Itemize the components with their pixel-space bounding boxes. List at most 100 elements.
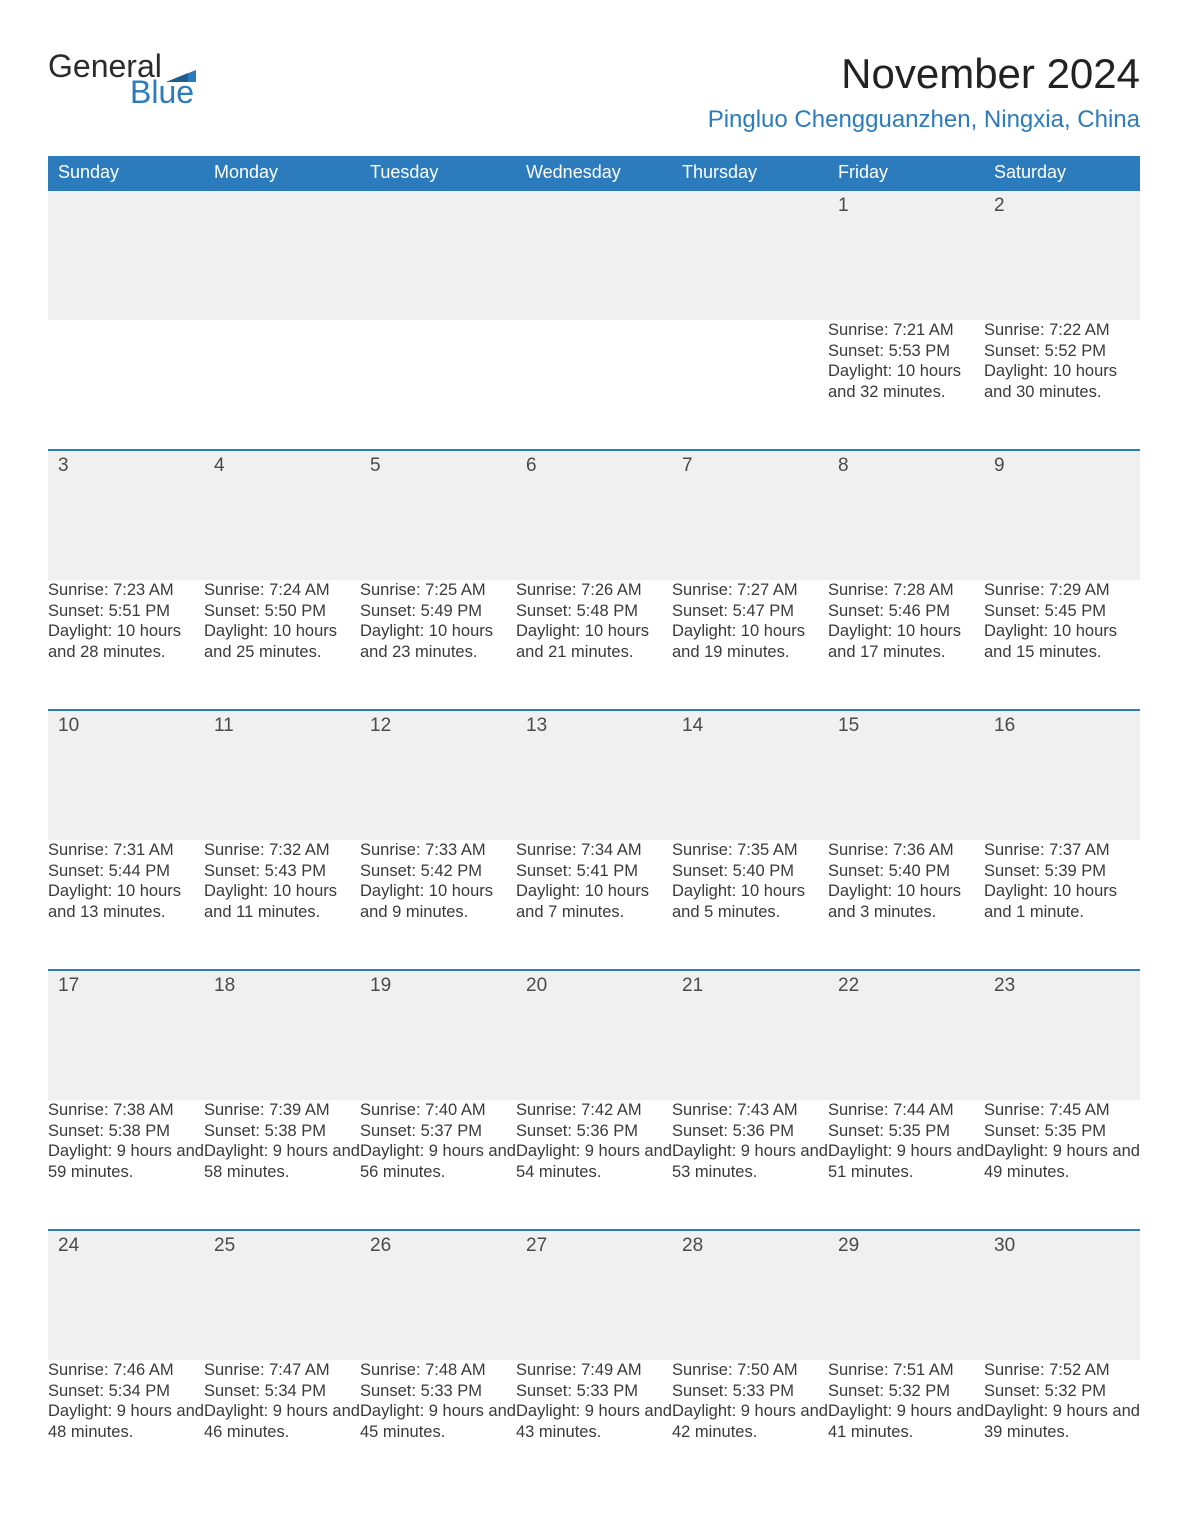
- day-detail: Sunrise: 7:33 AMSunset: 5:42 PMDaylight:…: [360, 840, 516, 923]
- day-number-cell: 24: [48, 1230, 204, 1360]
- day-detail-cell: Sunrise: 7:27 AMSunset: 5:47 PMDaylight:…: [672, 580, 828, 710]
- sunrise-label: Sunrise:: [48, 581, 109, 599]
- sunset-line: Sunset: 5:38 PM: [48, 1121, 204, 1142]
- daynum-row: 12: [48, 190, 1140, 320]
- sunrise-label: Sunrise:: [984, 841, 1045, 859]
- sunset-value: 5:47 PM: [733, 602, 794, 620]
- daylight-line: Daylight: 10 hours and 15 minutes.: [984, 621, 1140, 662]
- sunset-line: Sunset: 5:35 PM: [828, 1121, 984, 1142]
- sunset-label: Sunset:: [672, 602, 728, 620]
- sunrise-line: Sunrise: 7:38 AM: [48, 1100, 204, 1121]
- daylight-label: Daylight:: [204, 882, 268, 900]
- sunset-value: 5:42 PM: [421, 862, 482, 880]
- day-number-cell: 5: [360, 450, 516, 580]
- sunset-line: Sunset: 5:44 PM: [48, 861, 204, 882]
- day-number-cell: [672, 190, 828, 320]
- sunset-label: Sunset:: [360, 1122, 416, 1140]
- sunrise-value: 7:23 AM: [113, 581, 174, 599]
- daylight-label: Daylight:: [48, 1142, 112, 1160]
- day-number-cell: 28: [672, 1230, 828, 1360]
- day-number: 3: [48, 451, 204, 481]
- sunrise-line: Sunrise: 7:37 AM: [984, 840, 1140, 861]
- day-number: 20: [516, 971, 672, 1001]
- sunrise-line: Sunrise: 7:51 AM: [828, 1360, 984, 1381]
- day-number: 14: [672, 711, 828, 741]
- sunrise-value: 7:22 AM: [1049, 321, 1110, 339]
- day-number-cell: 9: [984, 450, 1140, 580]
- sunset-line: Sunset: 5:41 PM: [516, 861, 672, 882]
- sunset-line: Sunset: 5:38 PM: [204, 1121, 360, 1142]
- day-number: [516, 191, 672, 219]
- day-detail-cell: Sunrise: 7:37 AMSunset: 5:39 PMDaylight:…: [984, 840, 1140, 970]
- sunrise-line: Sunrise: 7:35 AM: [672, 840, 828, 861]
- day-number: 21: [672, 971, 828, 1001]
- day-number: [204, 191, 360, 219]
- sunrise-label: Sunrise:: [516, 1101, 577, 1119]
- daylight-line: Daylight: 9 hours and 54 minutes.: [516, 1141, 672, 1182]
- day-number: 12: [360, 711, 516, 741]
- weekday-header: Sunday: [48, 156, 204, 190]
- day-detail-cell: Sunrise: 7:52 AMSunset: 5:32 PMDaylight:…: [984, 1360, 1140, 1490]
- calendar-body: 12Sunrise: 7:21 AMSunset: 5:53 PMDayligh…: [48, 190, 1140, 1490]
- day-detail-cell: Sunrise: 7:26 AMSunset: 5:48 PMDaylight:…: [516, 580, 672, 710]
- sunrise-value: 7:24 AM: [269, 581, 330, 599]
- daylight-line: Daylight: 9 hours and 39 minutes.: [984, 1401, 1140, 1442]
- sunrise-line: Sunrise: 7:50 AM: [672, 1360, 828, 1381]
- daylight-label: Daylight:: [828, 1142, 892, 1160]
- sunrise-value: 7:47 AM: [269, 1361, 330, 1379]
- sunrise-label: Sunrise:: [828, 1101, 889, 1119]
- sunset-label: Sunset:: [516, 1122, 572, 1140]
- sunrise-value: 7:26 AM: [581, 581, 642, 599]
- sunrise-line: Sunrise: 7:27 AM: [672, 580, 828, 601]
- calendar-table: Sunday Monday Tuesday Wednesday Thursday…: [48, 156, 1140, 1490]
- day-detail: Sunrise: 7:51 AMSunset: 5:32 PMDaylight:…: [828, 1360, 984, 1443]
- sunset-label: Sunset:: [672, 862, 728, 880]
- day-detail-cell: Sunrise: 7:47 AMSunset: 5:34 PMDaylight:…: [204, 1360, 360, 1490]
- sunset-line: Sunset: 5:47 PM: [672, 601, 828, 622]
- sunset-line: Sunset: 5:32 PM: [984, 1381, 1140, 1402]
- sunset-label: Sunset:: [828, 342, 884, 360]
- day-detail-cell: Sunrise: 7:34 AMSunset: 5:41 PMDaylight:…: [516, 840, 672, 970]
- daynum-row: 10111213141516: [48, 710, 1140, 840]
- day-detail: Sunrise: 7:24 AMSunset: 5:50 PMDaylight:…: [204, 580, 360, 663]
- sunrise-value: 7:45 AM: [1049, 1101, 1110, 1119]
- daylight-line: Daylight: 10 hours and 5 minutes.: [672, 881, 828, 922]
- weekday-header: Wednesday: [516, 156, 672, 190]
- sunset-line: Sunset: 5:49 PM: [360, 601, 516, 622]
- sunrise-value: 7:43 AM: [737, 1101, 798, 1119]
- sunrise-value: 7:52 AM: [1049, 1361, 1110, 1379]
- weekday-header: Saturday: [984, 156, 1140, 190]
- detail-row: Sunrise: 7:38 AMSunset: 5:38 PMDaylight:…: [48, 1100, 1140, 1230]
- sunrise-line: Sunrise: 7:31 AM: [48, 840, 204, 861]
- day-detail: Sunrise: 7:48 AMSunset: 5:33 PMDaylight:…: [360, 1360, 516, 1443]
- daylight-line: Daylight: 10 hours and 30 minutes.: [984, 361, 1140, 402]
- sunrise-value: 7:27 AM: [737, 581, 798, 599]
- sunset-value: 5:44 PM: [109, 862, 170, 880]
- sunset-label: Sunset:: [516, 862, 572, 880]
- sunset-line: Sunset: 5:52 PM: [984, 341, 1140, 362]
- sunrise-value: 7:48 AM: [425, 1361, 486, 1379]
- sunset-value: 5:35 PM: [889, 1122, 950, 1140]
- sunrise-line: Sunrise: 7:24 AM: [204, 580, 360, 601]
- daylight-label: Daylight:: [984, 622, 1048, 640]
- day-number-cell: 20: [516, 970, 672, 1100]
- sunrise-line: Sunrise: 7:22 AM: [984, 320, 1140, 341]
- daynum-row: 3456789: [48, 450, 1140, 580]
- detail-row: Sunrise: 7:31 AMSunset: 5:44 PMDaylight:…: [48, 840, 1140, 970]
- day-number: 4: [204, 451, 360, 481]
- sunrise-label: Sunrise:: [828, 321, 889, 339]
- day-number: [672, 191, 828, 219]
- daylight-line: Daylight: 9 hours and 56 minutes.: [360, 1141, 516, 1182]
- sunset-label: Sunset:: [828, 1382, 884, 1400]
- sunrise-value: 7:40 AM: [425, 1101, 486, 1119]
- daylight-label: Daylight:: [672, 622, 736, 640]
- sunset-line: Sunset: 5:48 PM: [516, 601, 672, 622]
- sunset-line: Sunset: 5:50 PM: [204, 601, 360, 622]
- sunset-line: Sunset: 5:37 PM: [360, 1121, 516, 1142]
- sunrise-label: Sunrise:: [360, 581, 421, 599]
- day-detail: [672, 320, 828, 410]
- day-number-cell: 25: [204, 1230, 360, 1360]
- sunset-value: 5:34 PM: [265, 1382, 326, 1400]
- day-number-cell: 1: [828, 190, 984, 320]
- sunrise-value: 7:42 AM: [581, 1101, 642, 1119]
